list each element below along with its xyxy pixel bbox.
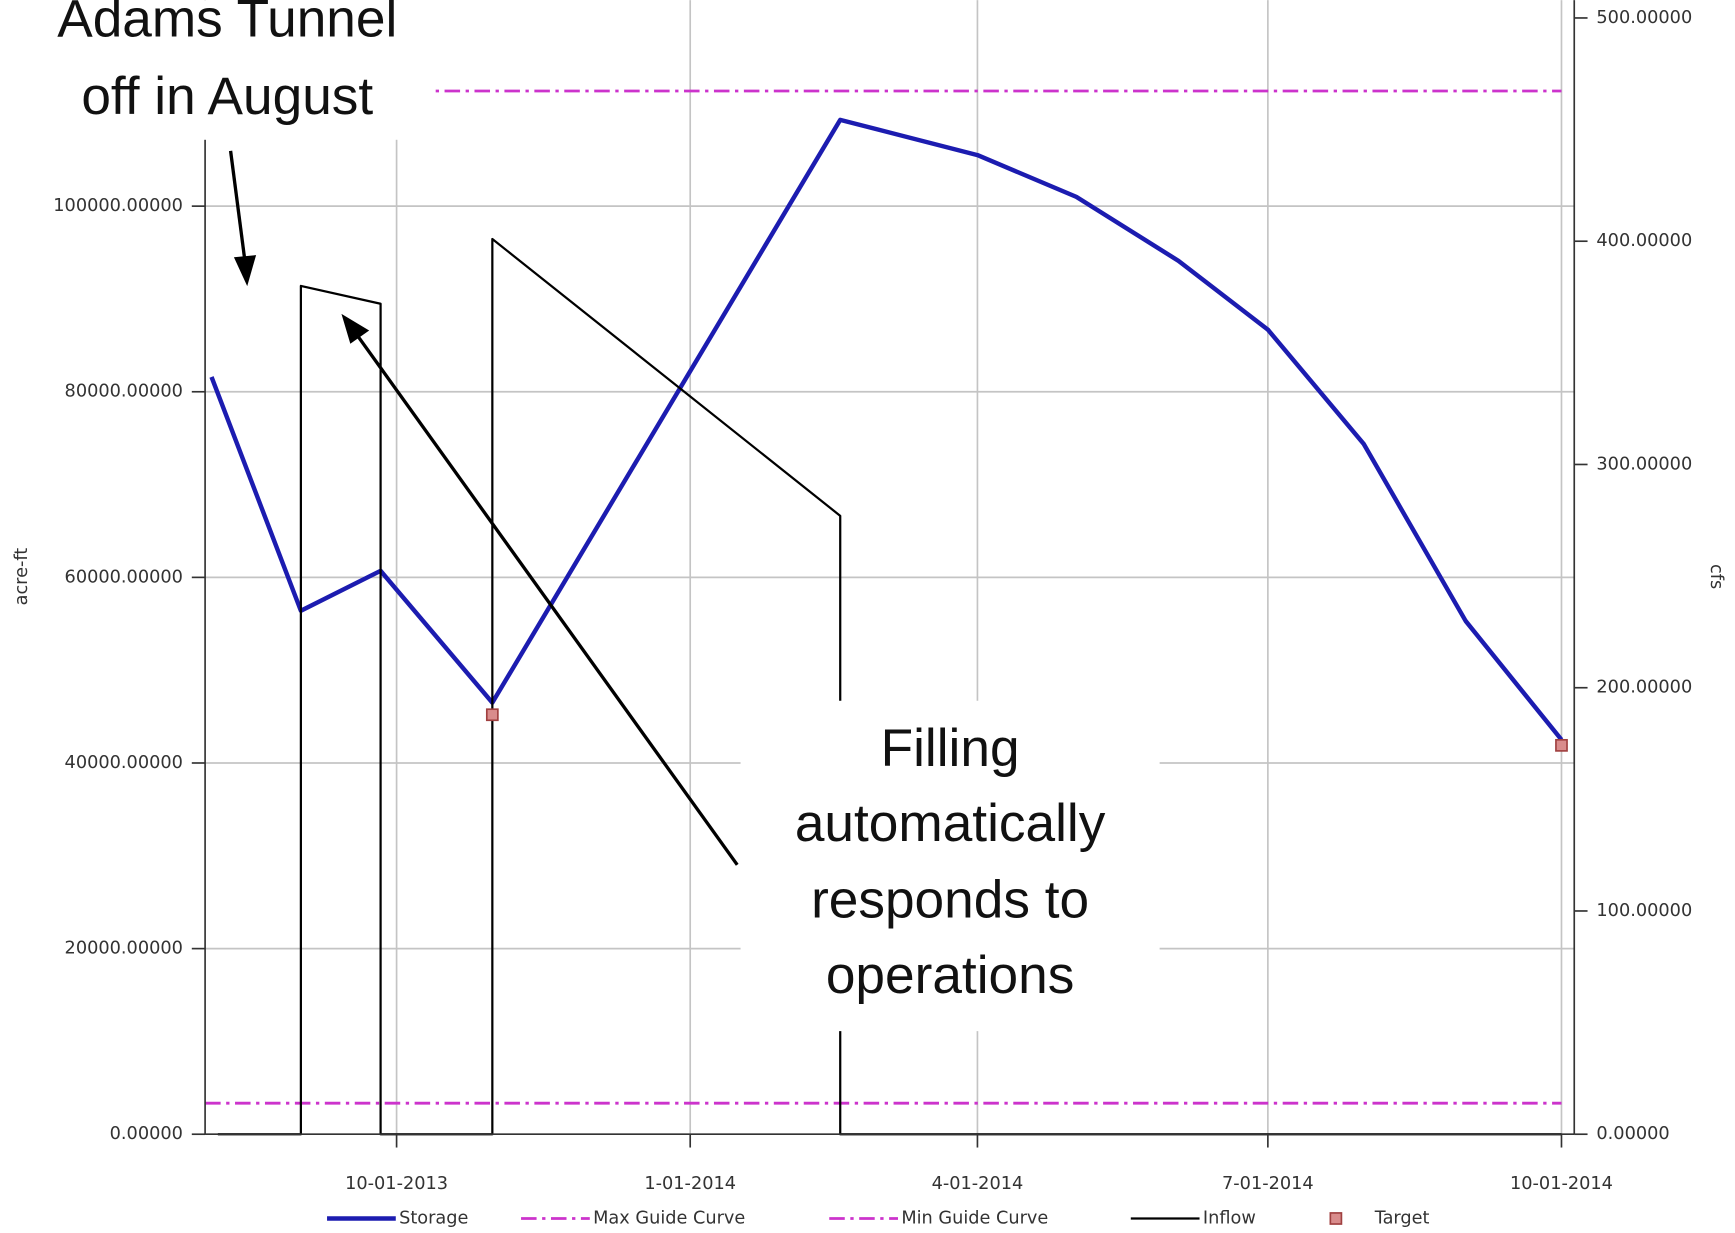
annotation-box: [740, 700, 1160, 1032]
y2-axis-label: cfs: [1706, 564, 1726, 589]
legend-label: Target: [1374, 1208, 1430, 1228]
y2-tick-label: 100.00000: [1596, 901, 1692, 921]
legend-label: Max Guide Curve: [593, 1208, 745, 1228]
y-tick-label: 100000.00000: [53, 196, 183, 216]
arrowhead: [341, 313, 370, 344]
annotation-text: operations: [826, 946, 1074, 1005]
y2-tick-label: 200.00000: [1596, 678, 1692, 698]
y-tick-label: 80000.00000: [65, 382, 183, 402]
y2-tick-label: 400.00000: [1596, 231, 1692, 251]
legend-label: Min Guide Curve: [901, 1208, 1048, 1228]
y-axis-label: acre-ft: [12, 548, 32, 606]
annotation-text: Filling: [881, 719, 1020, 778]
x-tick-label: 4-01-2014: [932, 1174, 1024, 1194]
y-tick-label: 20000.00000: [65, 939, 183, 959]
target-marker: [1555, 738, 1568, 752]
y-tick-label: 40000.00000: [65, 753, 183, 773]
annotation-text: responds to: [811, 871, 1089, 930]
x-tick-label: 10-01-2013: [345, 1174, 448, 1194]
x-tick-label: 1-01-2014: [644, 1174, 736, 1194]
x-tick-label: 10-01-2014: [1510, 1174, 1613, 1194]
arrow: [355, 333, 739, 866]
y2-tick-label: 0.00000: [1596, 1124, 1669, 1144]
arrow: [228, 150, 247, 262]
annotation-text: automatically: [795, 794, 1106, 853]
x-tick-label: 7-01-2014: [1222, 1174, 1314, 1194]
legend-label: Inflow: [1203, 1208, 1256, 1228]
y2-tick-label: 500.00000: [1596, 8, 1692, 28]
legend: Storage Max Guide Curve Min Guide Curve Inf…: [327, 1208, 1430, 1228]
series-line: [209, 117, 1564, 742]
annotation-box: [33, 0, 435, 140]
y-tick-label: 60000.00000: [65, 567, 183, 587]
y2-tick-label: 300.00000: [1596, 454, 1692, 474]
legend-swatch: [1329, 1212, 1343, 1225]
y-tick-label: 0.00000: [110, 1124, 183, 1144]
ticks: 10-01-2013 1-01-2014 4-01-2014 7-01-2014 10-…: [53, 8, 1692, 1194]
arrowhead: [233, 255, 257, 287]
annotation-text: Adams Tunnel: [57, 0, 397, 48]
annotation-text: off in August: [81, 67, 373, 126]
target-marker: [485, 708, 499, 722]
legend-label: Storage: [399, 1208, 468, 1228]
